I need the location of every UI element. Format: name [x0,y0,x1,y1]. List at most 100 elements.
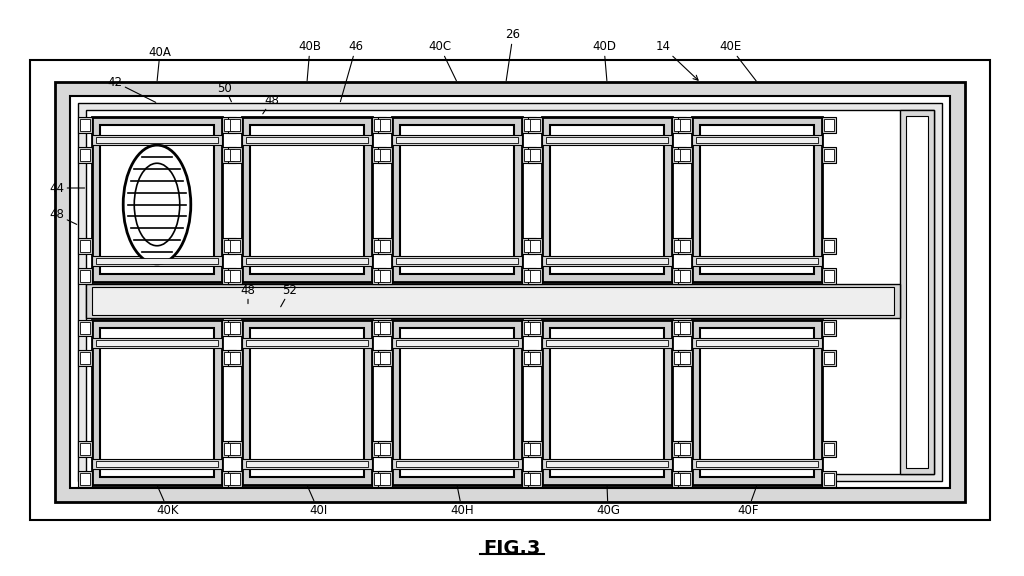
Bar [400,328,514,477]
Bar [224,240,234,252]
Bar [374,270,384,282]
Bar [78,350,92,366]
Text: 40B: 40B [299,40,322,81]
Bar [528,147,542,163]
Bar [378,350,392,366]
Bar [824,322,834,334]
Bar [246,137,368,143]
Bar [678,471,692,487]
Bar [224,352,234,364]
Bar [230,119,240,131]
Text: 42: 42 [108,75,156,103]
Bar [392,338,522,348]
Bar [822,147,836,163]
Bar [378,320,392,336]
Bar [392,117,522,282]
Text: 40F: 40F [737,486,759,517]
Bar [242,117,372,282]
Bar [86,284,900,318]
Bar [672,471,686,487]
Bar [672,238,686,254]
Bar [78,117,92,133]
Bar [92,117,222,282]
Bar [678,268,692,284]
Bar [224,119,234,131]
Bar [224,443,234,455]
Bar [372,441,386,457]
Bar [522,320,536,336]
Bar [672,117,686,133]
Bar [392,320,522,485]
Bar [542,338,672,348]
Bar [396,258,518,264]
Bar [230,322,240,334]
Bar [700,328,814,477]
Bar [824,149,834,161]
Bar [246,461,368,467]
Bar [530,270,540,282]
Bar [78,441,92,457]
Text: 26: 26 [506,28,520,81]
Bar [906,116,928,468]
Bar [822,238,836,254]
Bar [674,149,684,161]
Bar [222,350,236,366]
Bar [672,268,686,284]
Bar [692,135,822,145]
Bar [92,459,222,469]
Ellipse shape [123,145,190,264]
Bar [80,352,90,364]
Bar [530,352,540,364]
Bar [374,322,384,334]
Bar [674,240,684,252]
Bar [242,338,372,348]
Bar [678,441,692,457]
Text: 40K: 40K [157,486,179,517]
Bar [680,352,690,364]
Bar [100,125,214,274]
Bar [678,117,692,133]
Bar [696,340,818,346]
Bar [824,270,834,282]
Bar [86,110,934,474]
Bar [680,149,690,161]
Bar [378,268,392,284]
Bar [678,238,692,254]
Bar [392,135,522,145]
Bar [222,320,236,336]
Bar [228,441,242,457]
Bar [700,125,814,274]
Bar [96,340,218,346]
Bar [522,441,536,457]
Text: FIG.3: FIG.3 [483,539,541,558]
Bar [524,240,534,252]
Bar [222,441,236,457]
Bar [528,350,542,366]
Bar [530,119,540,131]
Bar [528,471,542,487]
Text: 48: 48 [241,283,255,304]
Bar [80,443,90,455]
Bar [222,268,236,284]
Bar [522,147,536,163]
Bar [674,443,684,455]
Bar [246,340,368,346]
Bar [92,338,222,348]
Bar [530,240,540,252]
Bar [230,443,240,455]
Bar [224,322,234,334]
Bar [672,147,686,163]
Bar [228,117,242,133]
Bar [392,256,522,266]
Bar [242,135,372,145]
Bar [80,149,90,161]
Bar [824,473,834,485]
Bar [374,240,384,252]
Bar [400,125,514,274]
Bar [250,125,364,274]
Bar [696,461,818,467]
Bar [92,135,222,145]
Bar [372,268,386,284]
Bar [530,443,540,455]
Bar [374,473,384,485]
